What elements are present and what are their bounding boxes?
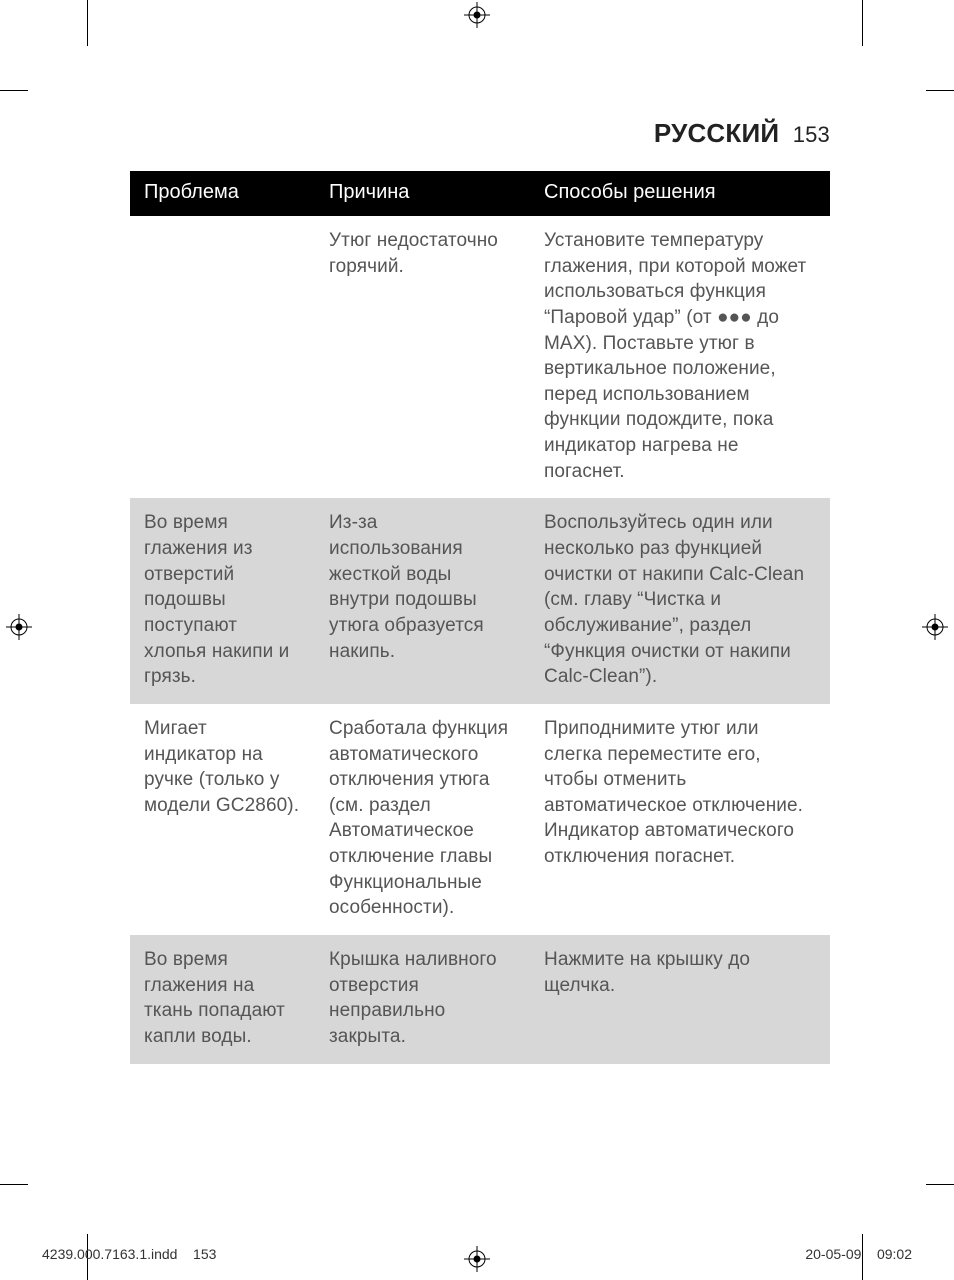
table-row: Во время глажения из отверстий подошвы п… bbox=[130, 498, 830, 703]
column-header-solution: Способы решения bbox=[530, 171, 830, 216]
registration-mark-icon bbox=[922, 614, 948, 640]
crop-mark bbox=[862, 0, 863, 46]
crop-mark bbox=[926, 90, 954, 91]
cell-problem bbox=[130, 216, 315, 498]
cell-problem: Во время глажения на ткань попадают капл… bbox=[130, 935, 315, 1064]
column-header-problem: Проблема bbox=[130, 171, 315, 216]
crop-mark bbox=[0, 90, 28, 91]
cell-solution: Нажмите на крышку до щелчка. bbox=[530, 935, 830, 1064]
table-row: Во время глажения на ткань попадают капл… bbox=[130, 935, 830, 1064]
registration-mark-icon bbox=[464, 2, 490, 28]
registration-mark-icon bbox=[6, 614, 32, 640]
crop-mark bbox=[926, 1184, 954, 1185]
page-content: РУССКИЙ 153 Проблема Причина Способы реш… bbox=[130, 118, 830, 1064]
troubleshooting-table: Проблема Причина Способы решения Утюг не… bbox=[130, 171, 830, 1064]
cell-cause: Сработала функция автоматического отключ… bbox=[315, 704, 530, 935]
page-number: 153 bbox=[793, 122, 830, 147]
footer-filename: 4239.000.7163.1.indd bbox=[42, 1246, 177, 1262]
cell-solution: Приподнимите утюг или слегка переместите… bbox=[530, 704, 830, 935]
crop-mark bbox=[87, 0, 88, 46]
table-row: Мигает индикатор на ручке (только у моде… bbox=[130, 704, 830, 935]
cell-cause: Из-за использования жесткой воды внутри … bbox=[315, 498, 530, 703]
cell-solution: Установите температуру глажения, при кот… bbox=[530, 216, 830, 498]
cell-cause: Крышка наливного отверстия неправильно з… bbox=[315, 935, 530, 1064]
footer-time: 09:02 bbox=[877, 1246, 912, 1262]
table-row: Утюг недостаточно горячий.Установите тем… bbox=[130, 216, 830, 498]
cell-problem: Во время глажения из отверстий подошвы п… bbox=[130, 498, 315, 703]
cell-problem: Мигает индикатор на ручке (только у моде… bbox=[130, 704, 315, 935]
crop-mark bbox=[0, 1184, 28, 1185]
footer-date: 20-05-09 bbox=[805, 1246, 861, 1262]
page-header: РУССКИЙ 153 bbox=[130, 118, 830, 149]
cell-solution: Воспользуйтесь один или несколько раз фу… bbox=[530, 498, 830, 703]
footer-page-number: 153 bbox=[193, 1246, 216, 1262]
cell-cause: Утюг недостаточно горячий. bbox=[315, 216, 530, 498]
registration-mark-icon bbox=[464, 1246, 490, 1272]
language-label: РУССКИЙ bbox=[654, 118, 779, 148]
column-header-cause: Причина bbox=[315, 171, 530, 216]
